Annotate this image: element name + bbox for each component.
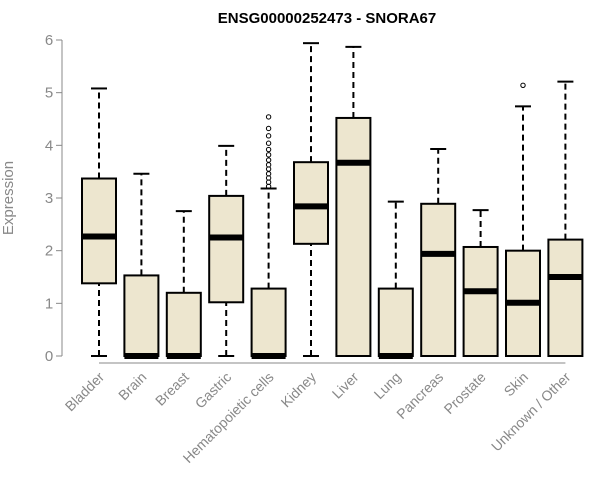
- box-iqr: [293, 161, 329, 245]
- box-liver: [335, 45, 372, 357]
- box-brain: [123, 172, 160, 359]
- box-breast: [165, 210, 202, 359]
- box-kidney: [293, 42, 329, 357]
- x-tick-label: Bladder: [62, 369, 108, 415]
- outlier-point: [520, 82, 526, 88]
- x-tick-label: Lung: [371, 369, 404, 402]
- outlier-point: [265, 146, 272, 153]
- outlier-point: [265, 125, 272, 132]
- x-tick-label: Pancreas: [393, 369, 446, 422]
- y-axis-label: Expression: [0, 161, 17, 235]
- outlier-point: [265, 152, 272, 158]
- chart-title: ENSG00000252473 - SNORA67: [218, 10, 436, 27]
- x-tick-label: Brain: [115, 369, 149, 403]
- box-iqr: [420, 202, 457, 357]
- y-axis: 0 1 2 3 4 5 6: [45, 32, 63, 365]
- y-tick-label: 5: [45, 85, 53, 102]
- box-iqr: [547, 238, 584, 358]
- boxes-group: [81, 42, 584, 359]
- x-tick-label: Breast: [152, 369, 192, 409]
- box-iqr: [462, 245, 499, 357]
- y-tick-label: 2: [45, 243, 53, 260]
- outlier-point: [265, 140, 272, 146]
- x-tick-label: Liver: [329, 369, 362, 402]
- box-lung: [377, 200, 414, 359]
- outlier-point: [265, 157, 272, 163]
- box-iqr: [335, 116, 372, 357]
- box-skin: [505, 82, 541, 358]
- y-tick-label: 1: [45, 295, 53, 312]
- box-bladder: [81, 87, 117, 357]
- y-tick-label: 0: [45, 348, 53, 365]
- x-tick-label: Prostate: [441, 369, 489, 417]
- box-iqr: [123, 274, 160, 358]
- outlier-point: [265, 133, 272, 139]
- box-prostate: [462, 209, 499, 357]
- box-iqr: [165, 291, 202, 357]
- box-hematopoietic-cells: [250, 114, 287, 359]
- box-iqr: [81, 177, 117, 285]
- x-tick-label: Unknown / Other: [488, 369, 574, 455]
- x-tick-label: Skin: [501, 369, 532, 400]
- box-unknown-other: [547, 80, 584, 358]
- box-iqr: [208, 194, 245, 304]
- y-tick-label: 6: [45, 32, 53, 49]
- outlier-point: [265, 114, 272, 120]
- y-tick-label: 4: [45, 137, 53, 154]
- y-tick-label: 3: [45, 190, 53, 207]
- box-iqr: [377, 287, 414, 357]
- box-pancreas: [420, 148, 457, 357]
- box-gastric: [208, 144, 245, 357]
- x-tick-label: Kidney: [278, 369, 320, 411]
- box-iqr: [250, 287, 287, 357]
